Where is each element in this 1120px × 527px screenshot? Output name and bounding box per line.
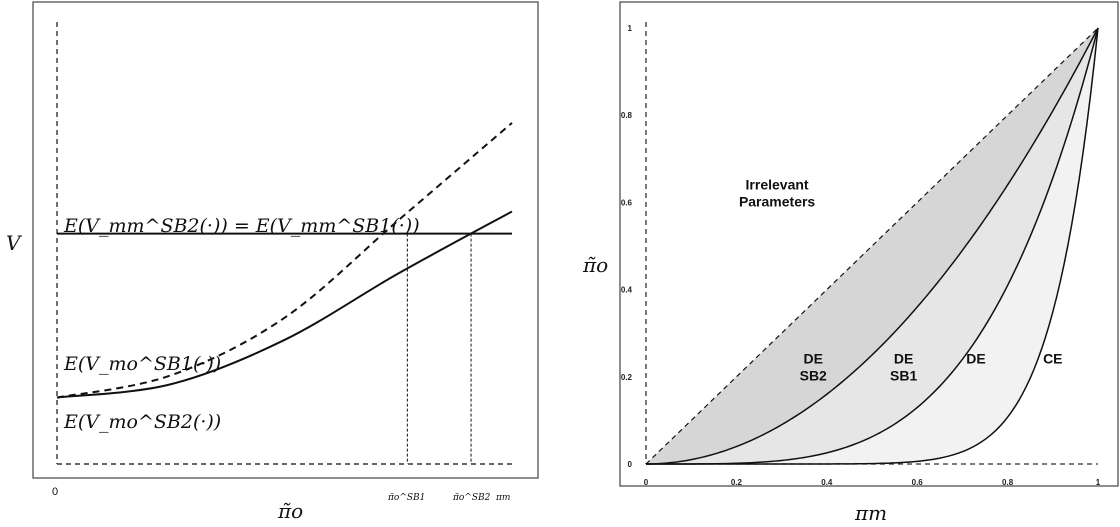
left-series-line-1	[56, 122, 513, 399]
left-x-axis-label: π̃o	[277, 499, 303, 523]
region-label-1-1: SB2	[800, 368, 827, 384]
left-tick-label-pim: πm	[495, 493, 510, 503]
left-y-axis-label: V	[6, 231, 23, 255]
left-tick-label-sb2: π̃o^SB2	[452, 492, 491, 503]
region-fill-2	[646, 28, 1098, 464]
region-label-3-0: DE	[966, 351, 985, 367]
left-tick-label-0: 0	[52, 486, 58, 498]
right-chart-frame	[619, 1, 1119, 487]
right-chart: 0 0.2 0.4 0.6 0.8 1 0 0.2 0.4 0.6 0.8 1 IrrelevantP…	[582, 1, 1119, 525]
region-label-2-0: DE	[894, 351, 913, 367]
y-tick-label-4: 0.8	[621, 111, 633, 120]
right-x-axis-label: πm	[854, 501, 887, 525]
y-tick-label-1: 0.2	[621, 373, 633, 382]
x-tick-label-3: 0.6	[912, 478, 924, 487]
left-series-line-2	[56, 210, 513, 399]
region-label-1-0: DE	[804, 351, 823, 367]
region-label-2-1: SB1	[890, 368, 917, 384]
right-y-axis-label: π̃o	[582, 253, 608, 277]
x-tick-label-1: 0.2	[731, 478, 743, 487]
horizontal-line-label: E(V_mm^SB2(·)) = E(V_mm^SB1(·))	[63, 215, 420, 237]
lower-curve-label: E(V_mo^SB2(·))	[63, 411, 221, 433]
y-tick-label-5: 1	[628, 24, 633, 33]
x-tick-label-2: 0.4	[821, 478, 833, 487]
left-tick-label-sb1: π̃o^SB1	[387, 492, 425, 503]
region-label-0-0: Irrelevant	[746, 176, 809, 192]
region-label-4-0: CE	[1043, 351, 1062, 367]
region-label-0-1: Parameters	[739, 193, 815, 209]
right-ticks-group: 0 0.2 0.4 0.6 0.8 1 0 0.2 0.4 0.6 0.8 1	[621, 24, 1101, 487]
left-chart-frame	[32, 1, 539, 479]
x-tick-label-4: 0.8	[1002, 478, 1014, 487]
upper-curve-label: E(V_mo^SB1(·))	[63, 353, 221, 375]
boundary-line-0	[645, 27, 1099, 465]
x-tick-label-5: 1	[1096, 478, 1101, 487]
left-series-group	[56, 122, 513, 464]
boundary-line-1	[645, 27, 1099, 465]
boundary-line-3	[646, 27, 1099, 465]
right-boundaries-group	[645, 27, 1099, 465]
y-tick-label-3: 0.6	[621, 198, 633, 207]
region-fill-3	[646, 28, 1098, 464]
x-tick-label-0: 0	[644, 478, 649, 487]
left-chart: V π̃o 0 π̃o^SB1 π̃o^SB2 πm E(V_mm^SB2(·)…	[6, 1, 539, 523]
y-tick-label-0: 0	[628, 460, 633, 469]
y-tick-label-2: 0.4	[621, 286, 633, 295]
